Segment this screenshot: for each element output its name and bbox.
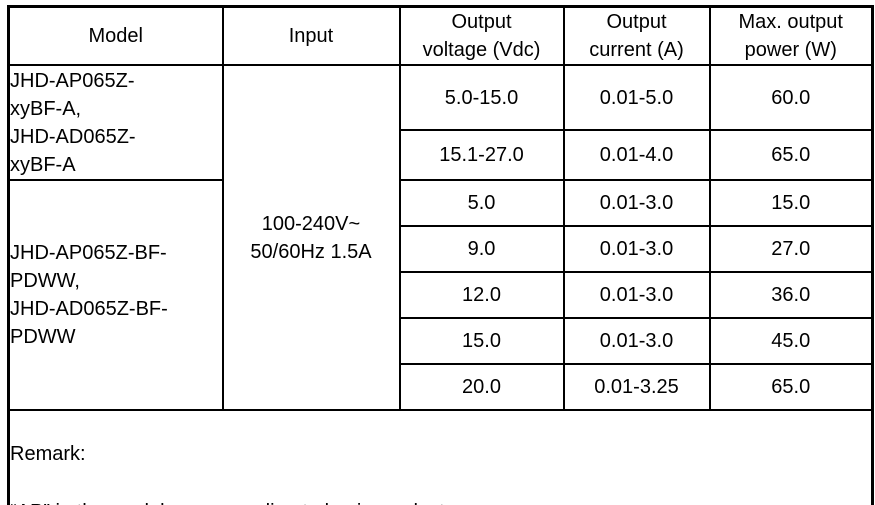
power-spec-table: Model Input Output voltage (Vdc) Output … [7, 5, 874, 505]
voltage-cell: 12.0 [398, 271, 565, 319]
table-row: 12.0 0.01-3.0 36.0 [9, 271, 874, 319]
table-row: 15.1-27.0 0.01-4.0 65.0 [9, 129, 874, 181]
remark-row: Remark: “AP” in the model no. mean direc… [7, 409, 874, 505]
voltage-cell: 5.0-15.0 [398, 64, 565, 131]
voltage-cell: 20.0 [398, 363, 565, 411]
table-row: JHD-AP065Z- xyBF-A, JHD-AD065Z- xyBF-A 1… [7, 64, 874, 411]
power-cell: 65.0 [708, 129, 874, 181]
voltage-cell: 5.0 [398, 179, 565, 227]
column-header-input: Input [221, 5, 401, 66]
model-group-1-cell: JHD-AP065Z- xyBF-A, JHD-AD065Z- xyBF-A [7, 64, 224, 181]
current-cell: 0.01-3.0 [562, 179, 711, 227]
power-cell: 27.0 [708, 225, 874, 273]
model-group-2-cell: JHD-AP065Z-BF- PDWW, JHD-AD065Z-BF- PDWW [7, 179, 224, 411]
column-header-output-voltage: Output voltage (Vdc) [398, 5, 565, 66]
table-header-row: Model Input Output voltage (Vdc) Output … [7, 5, 874, 66]
power-cell: 36.0 [708, 271, 874, 319]
power-cell: 45.0 [708, 317, 874, 365]
remark-title: Remark: [10, 443, 86, 465]
current-cell: 0.01-3.0 [562, 271, 711, 319]
column-header-output-current: Output current (A) [562, 5, 711, 66]
current-cell: 0.01-3.0 [562, 225, 711, 273]
table-row: 20.0 0.01-3.25 65.0 [9, 363, 874, 411]
current-cell: 0.01-5.0 [562, 64, 711, 131]
power-cell: 15.0 [708, 179, 874, 227]
table-row: 9.0 0.01-3.0 27.0 [9, 225, 874, 273]
current-cell: 0.01-3.25 [562, 363, 711, 411]
current-cell: 0.01-3.0 [562, 317, 711, 365]
table-row: 15.0 0.01-3.0 45.0 [9, 317, 874, 365]
remark-line-ap: “AP” in the model no. mean direct plug i… [11, 498, 871, 505]
voltage-cell: 15.0 [398, 317, 565, 365]
table-row: JHD-AP065Z-BF- PDWW, JHD-AD065Z-BF- PDWW… [7, 179, 874, 411]
power-cell: 65.0 [708, 363, 874, 411]
voltage-cell: 9.0 [398, 225, 565, 273]
current-cell: 0.01-4.0 [562, 129, 711, 181]
remark-cell: Remark: “AP” in the model no. mean direc… [7, 409, 874, 505]
column-header-model: Model [7, 5, 224, 66]
voltage-cell: 15.1-27.0 [398, 129, 565, 181]
input-spec-cell: 100-240V~ 50/60Hz 1.5A [221, 64, 401, 411]
column-header-max-output-power: Max. output power (W) [708, 5, 874, 66]
power-cell: 60.0 [708, 64, 874, 131]
